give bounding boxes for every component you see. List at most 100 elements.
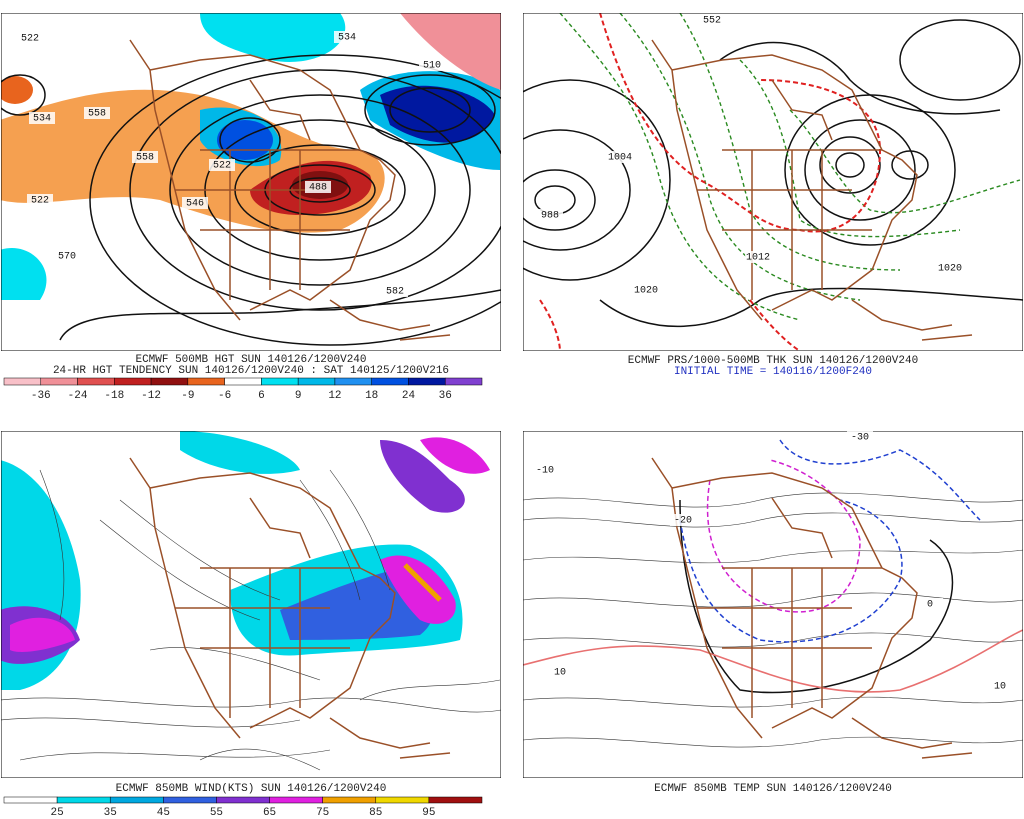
contour-label: 1020 — [938, 264, 962, 275]
colorbar-segment — [261, 377, 299, 386]
colorbar-label: 85 — [369, 807, 382, 819]
colorbar-label: -12 — [141, 390, 161, 402]
label-bg — [27, 194, 53, 206]
ellipse-shape — [835, 152, 865, 178]
ellipse-shape — [523, 169, 596, 231]
path-shape — [619, 13, 861, 301]
label-bg — [382, 285, 408, 297]
label-bg — [987, 680, 1013, 692]
colorbar-segment — [408, 377, 446, 386]
colorbar-segment — [150, 377, 189, 386]
colorbar-label: 65 — [263, 807, 276, 819]
colorbar-label: 55 — [210, 807, 223, 819]
colorbar-segment — [109, 796, 164, 804]
path-shape — [559, 13, 801, 321]
colorbar-segment — [224, 377, 262, 386]
frame — [523, 13, 1023, 351]
colorbar-segment — [163, 796, 217, 804]
colorbar-label: 6 — [258, 390, 265, 402]
contour-label: 552 — [703, 16, 721, 27]
colorbar-segment — [371, 377, 409, 386]
colorbar-segment — [444, 377, 483, 386]
contour-label: 558 — [136, 153, 154, 164]
label-bg — [633, 284, 659, 296]
panel-500mb — [1, 13, 501, 351]
path-shape — [719, 41, 1001, 115]
colorbar-segment — [334, 377, 372, 386]
colorbar-label: -18 — [104, 390, 124, 402]
label-bg — [132, 151, 158, 163]
path-shape — [679, 499, 954, 694]
contour-label: 570 — [58, 252, 76, 263]
colorbar-label: 36 — [439, 390, 452, 402]
ellipse-shape — [1, 74, 46, 116]
contour-label: -30 — [851, 433, 869, 444]
label-bg — [419, 59, 445, 71]
ellipse-shape — [804, 119, 916, 221]
ellipse-shape — [523, 79, 671, 281]
label-bg — [334, 31, 360, 43]
ellipse-shape — [129, 69, 501, 311]
colorbar-segment — [3, 377, 42, 386]
ellipse-shape — [217, 120, 273, 160]
label-bg — [847, 431, 873, 443]
label-bg — [670, 514, 696, 526]
label-bg — [699, 14, 725, 26]
colorbar-label: 25 — [51, 807, 64, 819]
label-bg — [745, 251, 771, 263]
colorbar-label: 24 — [402, 390, 416, 402]
colorbar-label: -9 — [181, 390, 194, 402]
caption: ECMWF 850MB TEMP SUN 140126/1200V240 — [654, 783, 892, 795]
panel-wind — [1, 431, 501, 778]
ellipse-shape — [89, 54, 501, 346]
colorbar-segment — [322, 796, 377, 804]
label-bg — [937, 262, 963, 274]
path-shape — [1, 248, 47, 300]
label-bg — [209, 159, 235, 171]
path-shape — [679, 439, 981, 643]
label-bg — [29, 112, 55, 124]
path-shape — [679, 13, 901, 271]
contour-label: 582 — [386, 287, 404, 298]
path-shape — [599, 13, 882, 233]
caption: ECMWF 850MB WIND(KTS) SUN 140126/1200V24… — [116, 783, 387, 795]
colorbar-label: 18 — [365, 390, 378, 402]
contour-label: 1004 — [608, 153, 632, 164]
ellipse-shape — [899, 19, 1021, 101]
label-bg — [305, 181, 331, 193]
colorbar-segment — [428, 796, 483, 804]
ellipse-shape — [523, 129, 631, 251]
ellipse-shape — [891, 150, 929, 180]
label-bg — [537, 209, 563, 221]
path-shape — [523, 629, 1023, 693]
path-shape — [523, 492, 1023, 748]
contour-label: 534 — [33, 114, 51, 125]
path-shape — [599, 287, 1023, 327]
colorbar-label: 75 — [316, 807, 329, 819]
contour-label: 534 — [338, 33, 356, 44]
panel-temperature — [523, 431, 1023, 778]
thickness-contours — [539, 13, 1021, 351]
path-shape — [739, 59, 961, 238]
contour-label: 510 — [423, 61, 441, 72]
ellipse-shape — [169, 94, 471, 286]
ellipse-shape — [389, 87, 471, 133]
path-shape — [59, 289, 501, 341]
caption: ECMWF 500MB HGT SUN 140126/1200V240 — [135, 354, 366, 366]
path-shape — [180, 431, 300, 474]
label-bg — [547, 666, 573, 678]
colorbar-label: 45 — [157, 807, 170, 819]
colorbar-segment — [3, 796, 58, 804]
ellipse-shape — [364, 74, 496, 146]
contour-label: -20 — [674, 516, 692, 527]
colorbar-label: 9 — [295, 390, 302, 402]
path-shape — [1, 469, 501, 771]
path-shape — [420, 437, 490, 474]
label-bg — [182, 197, 208, 209]
label-bg — [532, 464, 558, 476]
colorbar-segment — [216, 796, 270, 804]
contour-label: 522 — [31, 196, 49, 207]
path-shape — [380, 555, 456, 624]
colorbar-label: 95 — [422, 807, 435, 819]
